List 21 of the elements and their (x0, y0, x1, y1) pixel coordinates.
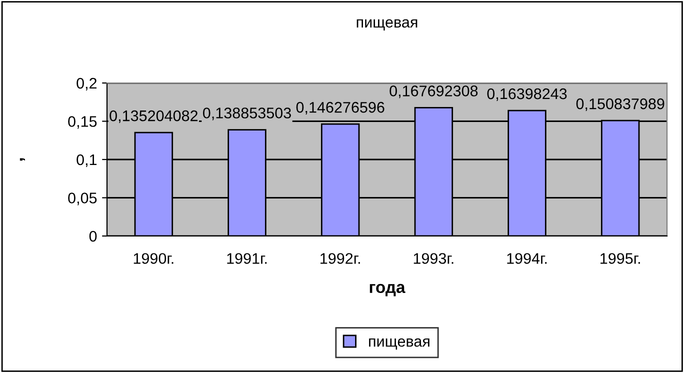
data-label: 0,167692308 (390, 86, 478, 98)
x-tick-label: 1990г. (134, 253, 174, 264)
x-tick-label: 1991г. (227, 253, 267, 264)
data-label: 0,16398243 (487, 88, 567, 102)
x-tick-label: 1993г. (414, 253, 454, 264)
data-label: 0,135204082 (110, 110, 198, 124)
x-tick-label: 1992г. (320, 253, 360, 264)
x-axis-title: года (370, 284, 406, 296)
y-tick-label: 0,1 (76, 154, 97, 167)
data-label: 0,150837989 (576, 98, 664, 112)
data-label: 0,138853503 (202, 108, 291, 120)
x-tick-label: 1995г. (600, 253, 640, 264)
y-axis-title: , (20, 158, 25, 161)
data-label: 0,146276596 (296, 102, 384, 115)
x-tick-label: 1994г. (507, 253, 547, 264)
chart-title: пищевая (356, 19, 418, 30)
legend-label: пищевая (369, 338, 430, 350)
y-tick-label: 0,15 (68, 116, 97, 129)
y-tick-label: 0,05 (68, 192, 97, 206)
y-tick-label: 0 (89, 230, 97, 242)
y-tick-label: 0,2 (76, 78, 97, 90)
